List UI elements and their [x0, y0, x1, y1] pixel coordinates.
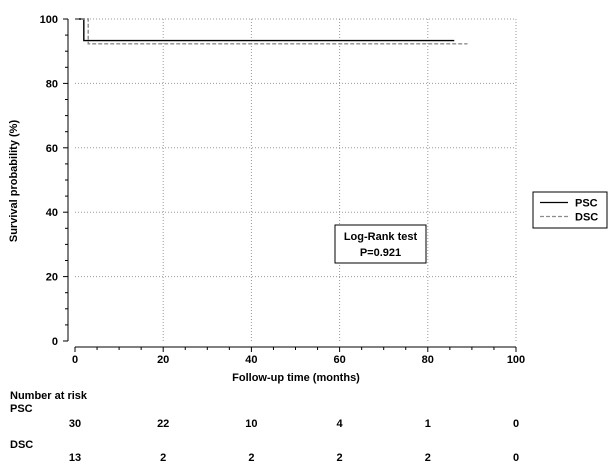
- series-line-dsc: [75, 18, 468, 45]
- risk-value-dsc-0: 13: [69, 452, 81, 464]
- x-axis-label: Follow-up time (months): [232, 372, 360, 384]
- legend: PSC DSC: [532, 191, 608, 229]
- risk-value-dsc-40: 2: [248, 452, 254, 464]
- y-axis-label: Survival probability (%): [8, 120, 20, 243]
- y-tick-label-60: 60: [46, 143, 58, 155]
- series-line-psc: [75, 18, 455, 42]
- axes: [67, 19, 516, 348]
- risk-value-psc-0: 30: [69, 418, 81, 430]
- y-tick-label-0: 0: [52, 336, 58, 348]
- risk-table-title: Number at risk: [10, 390, 88, 402]
- x-tick-label-100: 100: [507, 354, 525, 366]
- risk-row-label-psc: PSC: [10, 403, 33, 415]
- risk-value-psc-60: 4: [337, 418, 344, 430]
- risk-value-psc-80: 1: [425, 418, 431, 430]
- legend-label-dsc: DSC: [575, 212, 598, 224]
- x-tick-label-20: 20: [157, 354, 169, 366]
- risk-value-psc-20: 22: [157, 418, 169, 430]
- risk-row-label-dsc: DSC: [10, 439, 33, 451]
- x-tick-label-40: 40: [245, 354, 257, 366]
- risk-value-psc-100: 0: [513, 418, 519, 430]
- y-tick-label-40: 40: [46, 207, 58, 219]
- annotation-box: [334, 224, 427, 264]
- survival-curves: [75, 18, 468, 45]
- risk-values: 30 22 10 4 1 013 2 2 2 2 0: [69, 418, 519, 464]
- annotation-line-1: Log-Rank test: [344, 231, 418, 243]
- x-tick-label-80: 80: [422, 354, 434, 366]
- log-rank-annotation: Log-Rank test P=0.921: [334, 224, 427, 264]
- annotation-line-2: P=0.921: [360, 247, 401, 259]
- y-tick-label-80: 80: [46, 78, 58, 90]
- y-tick-label-100: 100: [40, 14, 58, 26]
- y-tick-label-20: 20: [46, 272, 58, 284]
- legend-label-psc: PSC: [575, 198, 598, 210]
- risk-value-dsc-20: 2: [160, 452, 166, 464]
- risk-value-psc-40: 10: [245, 418, 257, 430]
- axis-ticks: 0 20 40 60 80 100 0 20 40 60 80 100: [40, 14, 526, 366]
- risk-table: Number at risk PSC DSC 30 22 10 4 1 013 2 2 2 2 0: [10, 390, 519, 464]
- risk-value-dsc-80: 2: [425, 452, 431, 464]
- risk-value-dsc-60: 2: [337, 452, 343, 464]
- risk-value-dsc-100: 0: [513, 452, 519, 464]
- x-tick-label-60: 60: [333, 354, 345, 366]
- grid-lines: [75, 18, 517, 341]
- x-tick-label-0: 0: [72, 354, 78, 366]
- legend-box: [532, 191, 608, 229]
